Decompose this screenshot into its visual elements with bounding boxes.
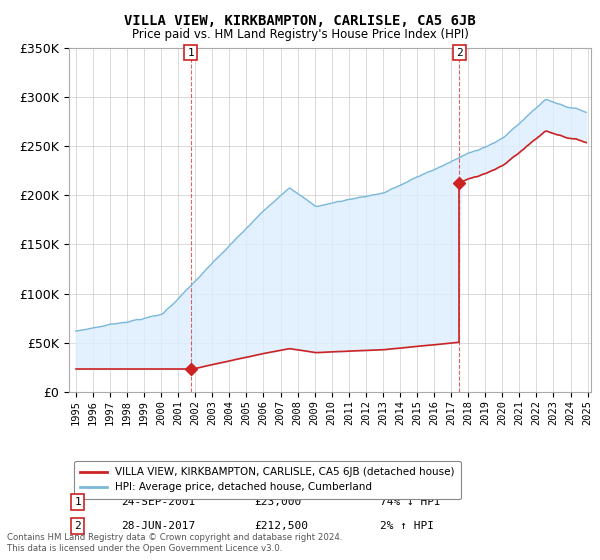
Text: VILLA VIEW, KIRKBAMPTON, CARLISLE, CA5 6JB: VILLA VIEW, KIRKBAMPTON, CARLISLE, CA5 6…	[124, 14, 476, 28]
Text: 74% ↓ HPI: 74% ↓ HPI	[380, 497, 440, 507]
Text: Contains HM Land Registry data © Crown copyright and database right 2024.
This d: Contains HM Land Registry data © Crown c…	[7, 533, 343, 553]
Text: 2: 2	[456, 48, 463, 58]
Legend: VILLA VIEW, KIRKBAMPTON, CARLISLE, CA5 6JB (detached house), HPI: Average price,: VILLA VIEW, KIRKBAMPTON, CARLISLE, CA5 6…	[74, 461, 461, 498]
Text: 1: 1	[74, 497, 81, 507]
Text: 28-JUN-2017: 28-JUN-2017	[121, 521, 196, 531]
Text: 2: 2	[74, 521, 81, 531]
Text: 2% ↑ HPI: 2% ↑ HPI	[380, 521, 434, 531]
Text: 24-SEP-2001: 24-SEP-2001	[121, 497, 196, 507]
Text: £212,500: £212,500	[254, 521, 308, 531]
Text: Price paid vs. HM Land Registry's House Price Index (HPI): Price paid vs. HM Land Registry's House …	[131, 28, 469, 41]
Text: £23,000: £23,000	[254, 497, 302, 507]
Text: 1: 1	[187, 48, 194, 58]
